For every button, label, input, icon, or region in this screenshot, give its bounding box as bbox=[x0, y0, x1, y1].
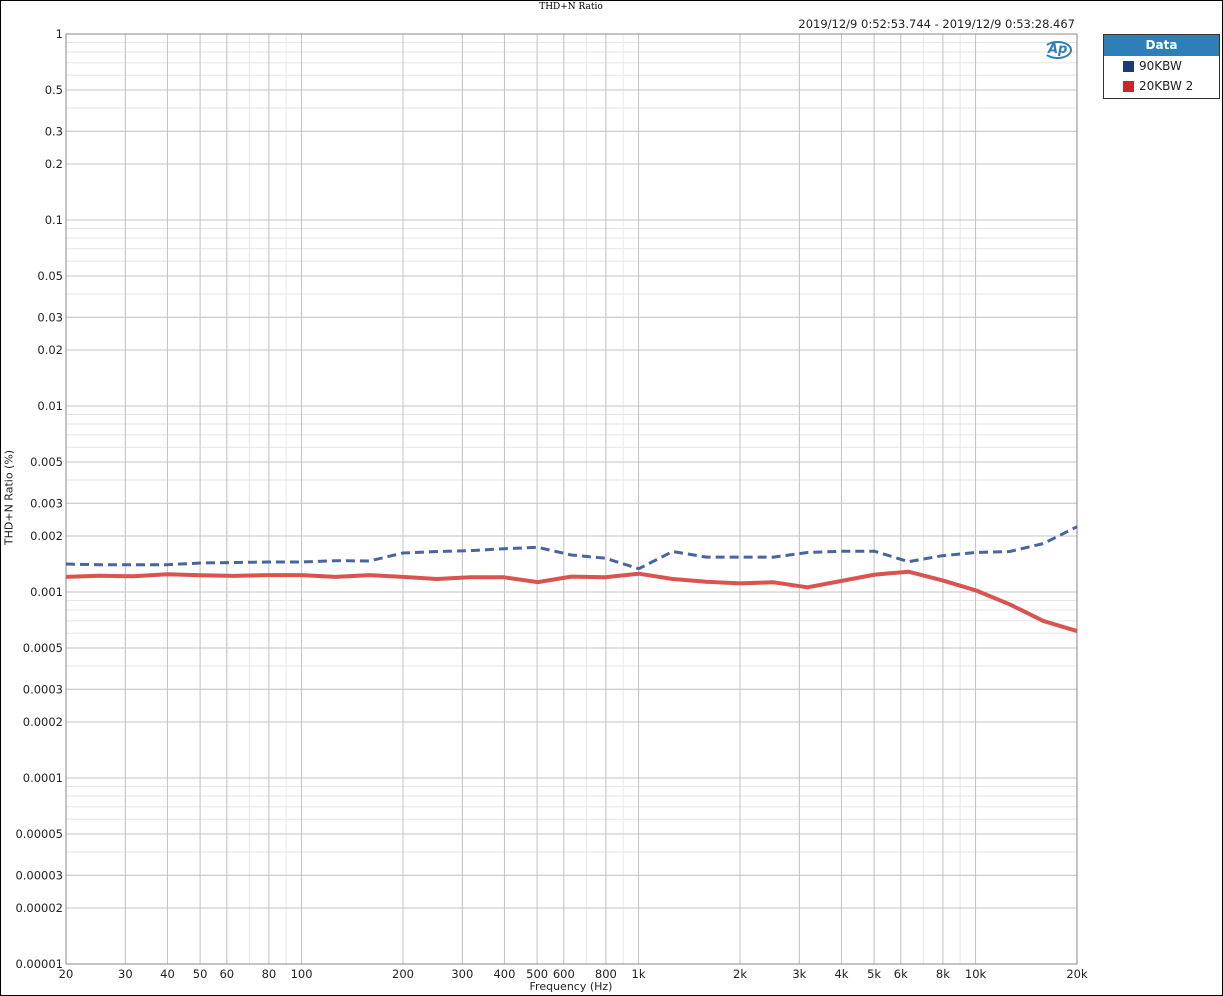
x-tick-label: 30 bbox=[118, 967, 133, 981]
plot-border bbox=[65, 33, 1078, 965]
legend-item-1[interactable]: 20KBW 2 bbox=[1104, 76, 1219, 96]
y-tick-label: 0.5 bbox=[45, 83, 63, 97]
legend-label: 20KBW 2 bbox=[1139, 79, 1194, 93]
y-tick-label: 0.002 bbox=[30, 529, 63, 543]
x-tick-label: 800 bbox=[595, 967, 617, 981]
legend-swatch bbox=[1123, 81, 1134, 92]
x-tick-label: 400 bbox=[493, 967, 515, 981]
x-tick-label: 5k bbox=[867, 967, 881, 981]
y-tick-label: 1 bbox=[56, 27, 63, 41]
x-tick-label: 4k bbox=[834, 967, 848, 981]
legend-swatch bbox=[1123, 61, 1134, 72]
legend-item-0[interactable]: 90KBW bbox=[1104, 56, 1219, 76]
ap-logo: Ap bbox=[1043, 41, 1073, 59]
x-tick-label: 100 bbox=[291, 967, 313, 981]
y-tick-label: 0.005 bbox=[30, 455, 63, 469]
y-tick-label: 0.001 bbox=[30, 585, 63, 599]
x-tick-label: 3k bbox=[792, 967, 806, 981]
x-tick-label: 60 bbox=[219, 967, 234, 981]
y-tick-label: 0.03 bbox=[37, 310, 63, 324]
x-tick-label: 8k bbox=[936, 967, 950, 981]
y-tick-label: 0.01 bbox=[37, 399, 63, 413]
x-tick-label: 80 bbox=[262, 967, 277, 981]
x-tick-label: 200 bbox=[392, 967, 414, 981]
timestamp: 2019/12/9 0:52:53.744 - 2019/12/9 0:53:2… bbox=[798, 17, 1075, 31]
y-tick-label: 0.00001 bbox=[15, 957, 63, 971]
y-tick-label: 0.003 bbox=[30, 496, 63, 510]
x-tick-label: 10k bbox=[965, 967, 987, 981]
x-tick-label: 20k bbox=[1066, 967, 1088, 981]
y-tick-label: 0.00002 bbox=[15, 901, 63, 915]
y-tick-label: 0.0005 bbox=[23, 641, 63, 655]
x-tick-label: 40 bbox=[160, 967, 175, 981]
x-tick-label: 500 bbox=[526, 967, 548, 981]
y-tick-label: 0.05 bbox=[37, 269, 63, 283]
y-tick-label: 0.00003 bbox=[15, 868, 63, 882]
chart-title: THD+N Ratio bbox=[539, 2, 603, 12]
legend-label: 90KBW bbox=[1139, 59, 1182, 73]
series-line-20kbw-2 bbox=[65, 569, 1078, 634]
y-tick-label: 0.00005 bbox=[15, 827, 63, 841]
legend[interactable]: Data 90KBW 20KBW 2 bbox=[1103, 34, 1220, 99]
legend-title: Data bbox=[1104, 35, 1219, 56]
x-tick-label: 2k bbox=[733, 967, 747, 981]
y-tick-label: 0.2 bbox=[45, 157, 63, 171]
y-tick-label: 0.0001 bbox=[23, 771, 63, 785]
x-tick-label: 1k bbox=[632, 967, 646, 981]
series-line-90kbw bbox=[65, 525, 1078, 571]
x-tick-label: 50 bbox=[193, 967, 208, 981]
y-tick-label: 0.1 bbox=[45, 213, 63, 227]
y-tick-label: 0.3 bbox=[45, 124, 63, 138]
y-tick-label: 0.02 bbox=[37, 343, 63, 357]
y-tick-label: 0.0003 bbox=[23, 682, 63, 696]
x-tick-label: 6k bbox=[894, 967, 908, 981]
y-tick-label: 0.0002 bbox=[23, 715, 63, 729]
x-tick-label: 20 bbox=[59, 967, 74, 981]
x-axis-label: Frequency (Hz) bbox=[529, 980, 613, 993]
x-tick-label: 600 bbox=[553, 967, 575, 981]
x-tick-label: 300 bbox=[451, 967, 473, 981]
